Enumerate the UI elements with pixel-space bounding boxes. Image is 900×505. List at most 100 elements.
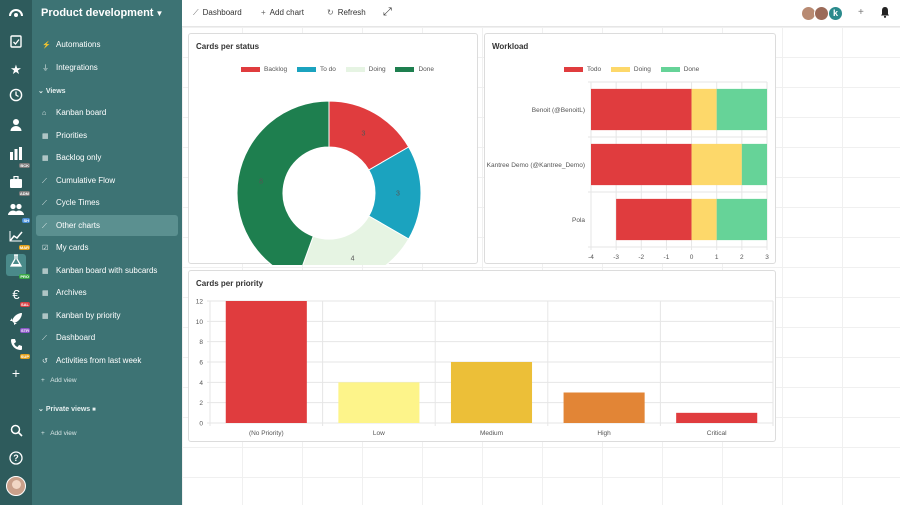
clock-icon[interactable] [6,88,26,106]
avatar[interactable] [814,6,829,21]
bar [563,392,645,423]
bar-segment [591,143,692,186]
legend-item[interactable]: Done [395,66,434,73]
dashboard-button[interactable]: ⟋ Dashboard [193,8,242,18]
chart-card-priority: Cards per priority 0 2 4 6 8 10 12 (No Priority… [188,270,776,442]
sidebar-item-label: Kanban board with subcards [56,266,158,275]
admin-board-icon[interactable]: ADM [6,175,30,196]
private-views-title: Private views [45,406,91,413]
legend-item[interactable]: Doing [345,66,386,73]
x-tick-label: 3 [765,254,769,261]
marketing-board-icon[interactable]: MAR [6,229,30,250]
add-view-button[interactable]: + Add view [41,377,77,384]
x-tick-label: 1 [715,254,719,261]
table-icon: ▦ [42,155,49,162]
y-tick-label: Benoit (@BenoitL) [532,107,585,114]
star-icon[interactable]: ★ [10,62,22,77]
expand-icon[interactable]: ⤢ [383,6,392,18]
dashboard-label: Dashboard [202,8,242,17]
sidebar-item-label: Activities from last week [56,356,142,365]
sidebar-view-dashboard[interactable]: ⟋ Dashboard [36,327,178,348]
sidebar-item-label: My cards [56,243,89,252]
chart-card-workload: Workload Todo Doing Done -4 -3 -2 -1 0 1 2 3 Ben… [484,33,776,264]
add-private-view-button[interactable]: + Add view [41,430,77,437]
board-title-dropdown[interactable]: Product development ▼ [41,7,163,19]
clipboard-icon[interactable] [6,34,26,52]
legend-label: Done [418,66,434,73]
sidebar-view-my-cards[interactable]: ☑ My cards [36,237,178,258]
plus-icon[interactable]: + [858,7,864,18]
sidebar-item-automations[interactable]: ⚡ Automations [36,34,178,55]
private-views-section-toggle[interactable]: ⌄ Private views ■ [38,405,96,413]
legend-label: Doing [368,66,386,73]
sidebar-view-kanban-subcards[interactable]: ▦ Kanban board with subcards [36,260,178,281]
bell-icon[interactable] [880,6,890,21]
bar [225,301,307,423]
help-icon[interactable]: ? [6,451,26,469]
team-board-icon[interactable]: SH [6,202,30,223]
lock-icon: ■ [92,407,96,413]
sidebar-view-backlog-only[interactable]: ▦ Backlog only [36,147,178,168]
backlog-board-icon[interactable]: BCK [6,147,30,168]
sidebar-view-kanban-board[interactable]: ⌂ Kanban board [36,102,178,123]
sidebar-view-cumulative-flow[interactable]: ⟋ Cumulative Flow [36,170,178,191]
refresh-button[interactable]: ↻ Refresh [327,8,366,17]
slice-value-label: 3 [396,191,400,198]
rail-badge: MAR [18,245,30,250]
sidebar-item-label: Priorities [56,131,88,140]
legend-label: To do [319,66,336,73]
legend-item[interactable]: Done [660,66,699,73]
add-board-icon[interactable]: + [11,365,21,381]
chart-title: Cards per status [196,42,260,51]
chart-title: Cards per priority [196,279,264,288]
bar-segment [691,198,717,241]
y-tick-label: Kantree Demo (@Kantree_Demo) [487,162,585,169]
rocket-icon[interactable]: STR [6,312,30,333]
product-board-icon[interactable]: PRO [6,254,30,279]
app-logo-icon[interactable] [6,4,26,22]
home-icon: ⌂ [42,110,47,117]
x-tick-label: -2 [638,254,644,261]
legend-item[interactable]: Doing [610,66,651,73]
bar-segment [691,88,717,131]
slice-value-label: 8 [259,179,263,186]
line-chart-icon: ⟋ [193,8,199,17]
sidebar-item-label: Cumulative Flow [56,176,116,185]
sidebar-view-priorities[interactable]: ▦ Priorities [36,125,178,146]
sidebar-item-label: Cycle Times [56,198,100,207]
rail-badge: ADM [18,191,30,196]
table-icon: ▦ [42,133,49,140]
table-icon: ▦ [42,268,49,275]
history-icon: ↺ [42,358,48,365]
sidebar-view-activities[interactable]: ↺ Activities from last week [36,350,178,371]
sidebar-item-label: Integrations [56,63,98,72]
add-chart-button[interactable]: + Add chart [261,8,304,17]
views-section-title: Views [45,88,66,95]
sidebar-view-archives[interactable]: ▦ Archives [36,282,178,303]
user-icon[interactable] [6,118,26,136]
rail-badge: SAL [20,302,30,307]
avatar[interactable] [6,476,26,496]
refresh-icon: ↻ [327,8,334,17]
sales-board-icon[interactable]: € SAL [12,287,30,307]
sidebar-view-cycle-times[interactable]: ⟋ Cycle Times [36,192,178,213]
sidebar-item-label: Automations [56,40,101,49]
views-section-toggle[interactable]: ⌄ Views [38,87,66,95]
search-icon[interactable] [6,424,26,442]
sidebar-view-other-charts[interactable]: ⟋ Other charts [36,215,178,236]
chart-legend: Backlog To do Doing Done [241,66,442,73]
y-tick-label: 8 [199,339,203,346]
bar-segment [716,198,767,241]
x-tick-label: Critical [707,430,727,437]
legend-item[interactable]: Backlog [241,66,287,73]
add-chart-label: Add chart [269,8,304,17]
sidebar-item-integrations[interactable]: ⏚ Integrations [36,57,178,78]
phone-icon[interactable]: SUP [6,338,30,359]
sidebar-item-label: Dashboard [56,333,96,342]
legend-item[interactable]: Todo [564,66,601,73]
legend-label: Backlog [264,66,288,73]
legend-item[interactable]: To do [296,66,336,73]
rail-badge: STR [20,328,30,333]
sidebar-view-kanban-by-priority[interactable]: ▦ Kanban by priority [36,305,178,326]
avatar[interactable]: k [828,6,843,21]
